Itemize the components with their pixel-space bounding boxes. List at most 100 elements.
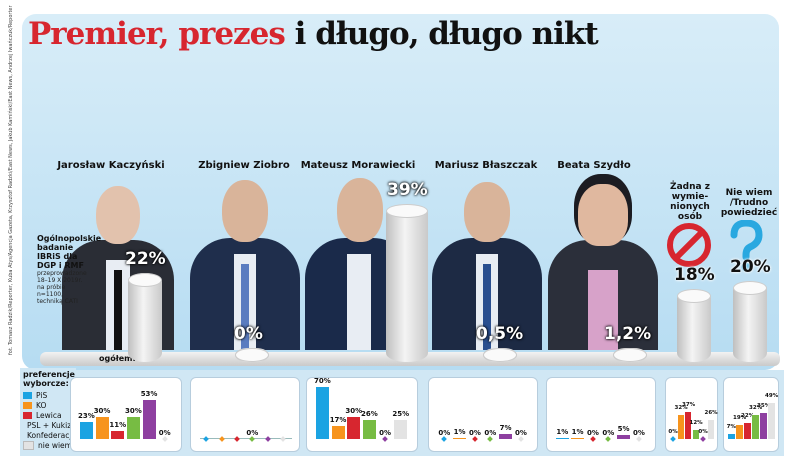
breakdown-bar	[707, 419, 714, 439]
breakdown-bar	[571, 438, 584, 439]
overall-value-label: 22%	[125, 248, 166, 269]
breakdown-bar	[692, 430, 699, 439]
overall-column	[677, 289, 711, 362]
overall-value-label: 0,5%	[476, 324, 524, 344]
breakdown-bar	[80, 421, 93, 439]
overall-value-label: 18%	[674, 265, 715, 286]
legend-item: PiS	[20, 390, 76, 400]
breakdown-value-label: 1%	[571, 428, 584, 437]
dontknow-label: Nie wiem /Trudno powiedzieć	[720, 188, 778, 218]
column-top	[733, 280, 767, 295]
szydlo-photo	[548, 170, 658, 350]
title-highlight: Premier, prezes	[28, 16, 286, 52]
breakdown-value-label: 30%	[345, 406, 363, 415]
breakdown-value-label: 30%	[93, 406, 111, 415]
breakdown-value-label: 49%	[765, 392, 779, 399]
breakdown-zero-marker	[382, 436, 388, 442]
legend: preferencje wyborcze: PiS KO Lewica PSL + K…	[20, 368, 83, 456]
title-rest: i długo, długo nikt	[294, 16, 599, 52]
overall-column	[613, 348, 647, 362]
no-entry-icon	[667, 223, 711, 267]
overall-column	[483, 348, 517, 362]
breakdown-zero-marker	[518, 436, 524, 442]
breakdown-bar	[347, 416, 361, 439]
overall-column	[386, 204, 428, 362]
breakdown-bar	[556, 438, 569, 439]
breakdown-value-label: 12%	[689, 420, 703, 427]
breakdown-value-label: 23%	[78, 411, 95, 420]
breakdown-value-label: 70%	[314, 377, 331, 385]
breakdown-value-label: 32%	[749, 405, 763, 412]
breakdown-bar	[453, 438, 466, 439]
person-name: Zbigniew Ziobro	[198, 160, 290, 171]
column-top	[128, 272, 162, 287]
breakdown-value-label: 0%	[632, 429, 645, 437]
photo-credits: fot. Tomasz Radzik/Reporter, Kuba Atys/A…	[8, 5, 14, 355]
legend-item: Lewica	[20, 410, 76, 420]
breakdown-chart: 1% 1% 0% 0% 5% 0%	[546, 377, 656, 452]
breakdown-value-label: 53%	[140, 389, 158, 398]
legend-label: nie wiem	[38, 440, 72, 450]
zero-line	[200, 438, 292, 439]
overall-column	[235, 348, 269, 362]
breakdown-value-label: 37%	[682, 401, 696, 408]
breakdown-zero-marker	[670, 436, 676, 442]
question-mark-icon	[730, 220, 763, 272]
breakdown-zero-marker	[605, 436, 612, 442]
overall-value-label: 39%	[387, 180, 428, 200]
breakdown-bar	[685, 411, 692, 439]
legend-swatch	[23, 401, 32, 409]
breakdown-bar	[736, 424, 743, 439]
breakdown-bar	[95, 416, 109, 439]
legend-swatch	[23, 440, 34, 450]
legend-label: PiS	[36, 390, 48, 400]
column-top	[235, 348, 269, 362]
breakdown-value-label: 0%	[668, 429, 678, 435]
breakdown-bar	[111, 430, 125, 439]
breakdown-value-label: 7%	[499, 423, 512, 432]
legend-swatch	[23, 391, 32, 399]
breakdown-value-label: 25%	[392, 410, 410, 419]
breakdown-value-label: 26%	[704, 409, 718, 416]
legend-item: KO	[20, 400, 76, 410]
survey-details: przeprowadzone 18–19 X 2019r. na próbie …	[37, 270, 87, 305]
breakdown-zero-marker	[161, 436, 168, 442]
breakdown-value-label: 7%	[726, 423, 736, 430]
overall-value-label: 1,2%	[604, 324, 652, 344]
breakdown-zero-marker	[441, 436, 448, 442]
breakdown-bar	[744, 422, 751, 439]
breakdown-bar	[142, 399, 156, 439]
legend-label: Konfederacja	[27, 430, 76, 440]
breakdown-chart: 0%	[190, 377, 300, 452]
breakdown-value-label: 22%	[741, 412, 755, 419]
breakdown-zero-marker	[472, 436, 478, 442]
breakdown-value-label: 0%	[602, 429, 615, 437]
none-label: Żadna z wymie-nionych osób	[670, 182, 710, 222]
breakdown-chart: 0% 1% 0% 0% 7% 0%	[428, 377, 538, 452]
legend-item: PSL + Kukiz'15	[20, 420, 83, 430]
breakdown-value-label: 1%	[556, 428, 569, 437]
breakdown-chart: 70% 17% 30% 26% 0% 25%	[306, 377, 418, 452]
breakdown-bar	[127, 416, 140, 439]
breakdown-bar	[752, 415, 759, 439]
breakdown-bar	[728, 433, 735, 439]
breakdown-bar	[331, 426, 345, 439]
overall-value-label: 0%	[234, 324, 263, 344]
legend-label: Lewica	[36, 410, 62, 420]
breakdown-value-label: 0%	[438, 429, 451, 437]
breakdown-bar	[363, 419, 376, 439]
breakdown-zero-marker	[218, 436, 225, 442]
blaszczak-photo	[432, 170, 542, 350]
breakdown-value-label: 0%	[514, 429, 527, 437]
breakdown-bar	[768, 402, 775, 439]
breakdown-value-label: 11%	[109, 420, 127, 429]
breakdown-value-label: 5%	[617, 425, 630, 434]
breakdown-zero-marker	[590, 436, 596, 442]
breakdown-chart: 0% 32% 37% 12% 0% 26%	[665, 377, 718, 452]
person-name: Mariusz Błaszczak	[434, 160, 538, 171]
breakdown-bar	[394, 420, 408, 439]
breakdown-value-label: 26%	[361, 409, 378, 418]
breakdown-value-label: 0%	[586, 429, 599, 437]
ziobro-photo	[190, 170, 300, 350]
breakdown-value-label: 0%	[158, 429, 171, 437]
